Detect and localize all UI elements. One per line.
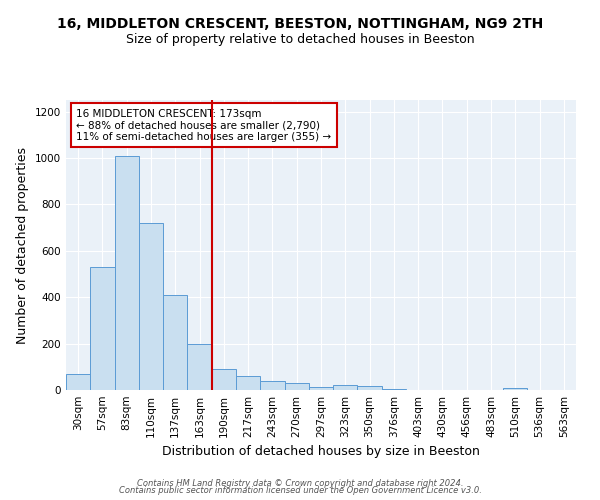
Bar [382, 389, 406, 390]
Bar [139, 223, 163, 390]
Bar [284, 383, 309, 390]
X-axis label: Distribution of detached houses by size in Beeston: Distribution of detached houses by size … [162, 446, 480, 458]
Text: 16, MIDDLETON CRESCENT, BEESTON, NOTTINGHAM, NG9 2TH: 16, MIDDLETON CRESCENT, BEESTON, NOTTING… [57, 18, 543, 32]
Bar [333, 385, 358, 390]
Text: Contains HM Land Registry data © Crown copyright and database right 2024.: Contains HM Land Registry data © Crown c… [137, 478, 463, 488]
Bar [236, 376, 260, 390]
Text: Contains public sector information licensed under the Open Government Licence v3: Contains public sector information licen… [119, 486, 481, 495]
Bar [260, 381, 284, 390]
Bar [163, 295, 187, 390]
Text: Size of property relative to detached houses in Beeston: Size of property relative to detached ho… [125, 32, 475, 46]
Bar [503, 388, 527, 390]
Bar [66, 374, 90, 390]
Bar [309, 386, 333, 390]
Y-axis label: Number of detached properties: Number of detached properties [16, 146, 29, 344]
Bar [115, 156, 139, 390]
Bar [358, 386, 382, 390]
Text: 16 MIDDLETON CRESCENT: 173sqm
← 88% of detached houses are smaller (2,790)
11% o: 16 MIDDLETON CRESCENT: 173sqm ← 88% of d… [76, 108, 331, 142]
Bar [90, 267, 115, 390]
Bar [187, 344, 212, 390]
Bar [212, 369, 236, 390]
